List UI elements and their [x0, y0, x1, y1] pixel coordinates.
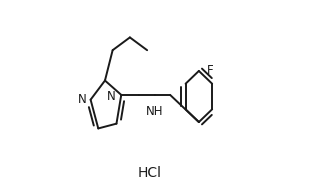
Text: HCl: HCl	[138, 166, 162, 180]
Text: F: F	[207, 64, 214, 77]
Text: NH: NH	[146, 105, 163, 119]
Text: N: N	[107, 90, 115, 103]
Text: N: N	[78, 93, 86, 106]
